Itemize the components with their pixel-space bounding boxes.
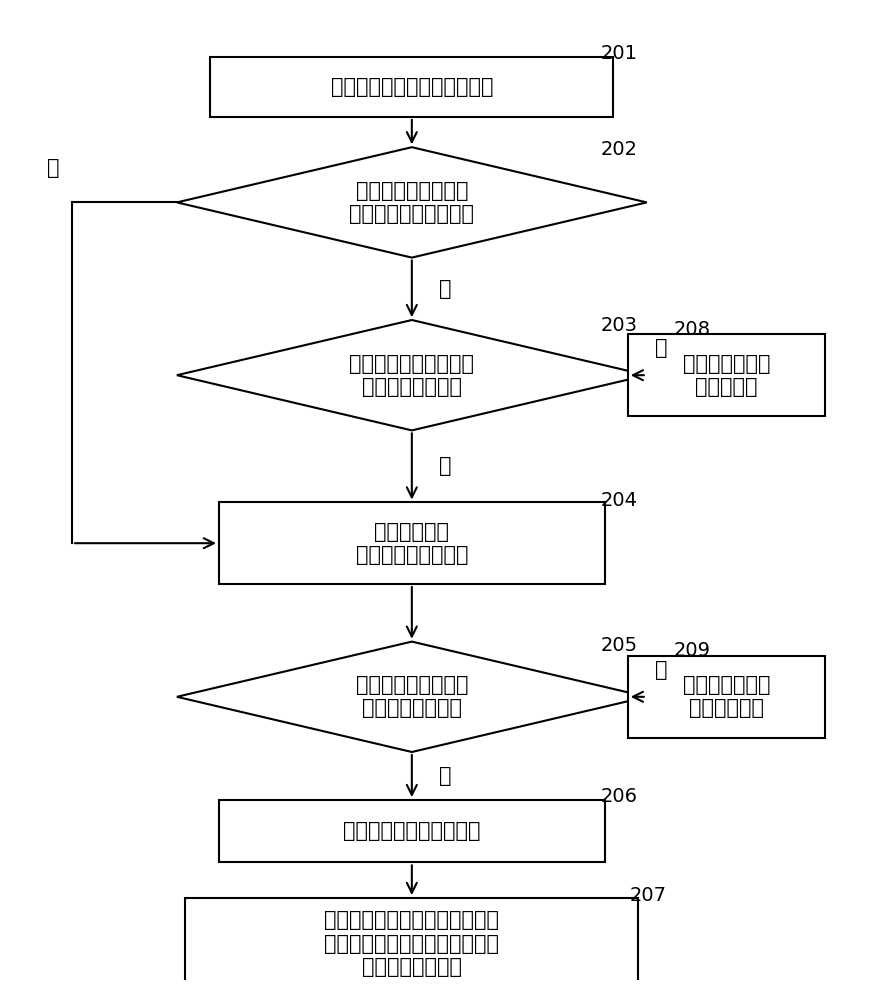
Text: 确定所述基本合
成单元不弱读: 确定所述基本合 成单元不弱读 bbox=[683, 675, 770, 718]
FancyBboxPatch shape bbox=[628, 656, 825, 738]
Text: 检查所述音节是否在
预设的弱读词表中: 检查所述音节是否在 预设的弱读词表中 bbox=[356, 675, 468, 718]
Text: 获取当前检查的基本合成单元: 获取当前检查的基本合成单元 bbox=[330, 77, 493, 97]
FancyBboxPatch shape bbox=[211, 57, 614, 117]
Text: 根据所述音节的韵律特征及预先
构建的弱读决策树确定所述基本
合成单元是否弱读: 根据所述音节的韵律特征及预先 构建的弱读决策树确定所述基本 合成单元是否弱读 bbox=[324, 910, 499, 977]
Text: 检查所述音节串是否在
预设的弱读词表中: 检查所述音节串是否在 预设的弱读词表中 bbox=[350, 354, 475, 397]
Text: 否: 否 bbox=[439, 456, 451, 476]
FancyBboxPatch shape bbox=[218, 800, 605, 862]
Text: 206: 206 bbox=[600, 787, 638, 806]
Text: 确定所述基本合
成单元弱读: 确定所述基本合 成单元弱读 bbox=[683, 354, 770, 397]
Text: 检查是否有所述基本
合成单元所属的音节串: 检查是否有所述基本 合成单元所属的音节串 bbox=[350, 181, 475, 224]
Text: 否: 否 bbox=[47, 158, 59, 178]
Text: 208: 208 bbox=[674, 320, 711, 339]
Text: 是: 是 bbox=[439, 279, 451, 299]
Text: 否: 否 bbox=[656, 660, 668, 680]
Text: 获取所述基本
合成单元所属的音节: 获取所述基本 合成单元所属的音节 bbox=[356, 522, 468, 565]
Polygon shape bbox=[177, 642, 647, 752]
Text: 205: 205 bbox=[600, 636, 638, 655]
Text: 209: 209 bbox=[674, 641, 711, 660]
FancyBboxPatch shape bbox=[185, 898, 638, 989]
Polygon shape bbox=[177, 320, 647, 430]
FancyBboxPatch shape bbox=[218, 502, 605, 584]
Polygon shape bbox=[177, 147, 647, 258]
Text: 是: 是 bbox=[656, 338, 668, 358]
FancyBboxPatch shape bbox=[628, 334, 825, 416]
Text: 是: 是 bbox=[439, 766, 451, 786]
Text: 203: 203 bbox=[600, 316, 638, 335]
Text: 207: 207 bbox=[630, 886, 667, 905]
Text: 提取所述音节的韵律特征: 提取所述音节的韵律特征 bbox=[343, 821, 481, 841]
Text: 204: 204 bbox=[600, 490, 638, 510]
Text: 202: 202 bbox=[600, 140, 638, 159]
Text: 201: 201 bbox=[600, 44, 638, 63]
